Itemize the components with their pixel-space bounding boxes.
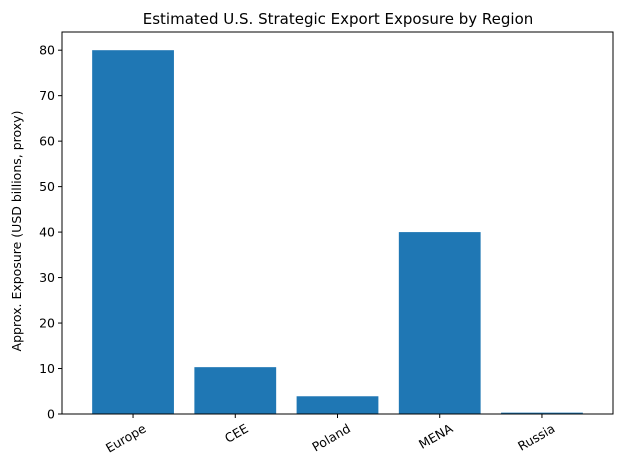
- x-tick-label: MENA: [416, 420, 456, 452]
- bar-europe: [92, 50, 174, 414]
- bar-mena: [398, 232, 481, 414]
- y-tick-label: 40: [39, 225, 55, 240]
- x-tick-label: Russia: [515, 421, 557, 454]
- y-tick-label: 70: [39, 88, 55, 103]
- y-tick-label: 20: [39, 316, 55, 331]
- plot-frame: [61, 31, 614, 415]
- x-tick-label: CEE: [222, 421, 251, 446]
- y-tick-label: 60: [39, 134, 55, 149]
- x-tick-label: Poland: [309, 421, 353, 455]
- bar-poland: [296, 396, 379, 414]
- y-tick-label: 30: [39, 270, 55, 285]
- bars: [92, 50, 583, 414]
- bar-russia: [501, 412, 583, 414]
- y-axis-label: Approx. Exposure (USD billions, proxy): [9, 111, 24, 352]
- y-tick-label: 80: [39, 43, 55, 58]
- x-axis-ticks: Europe CEE Poland MENA Russia: [103, 414, 557, 456]
- chart-title: Estimated U.S. Strategic Export Exposure…: [143, 10, 534, 28]
- x-tick-label: Europe: [103, 420, 149, 455]
- y-tick-label: 50: [39, 179, 55, 194]
- y-axis-ticks: 0 10 20 30 40 50 60 70 80: [39, 43, 62, 422]
- y-tick-label: 10: [39, 361, 55, 376]
- bar-cee: [194, 367, 277, 414]
- y-tick-label: 0: [47, 407, 55, 422]
